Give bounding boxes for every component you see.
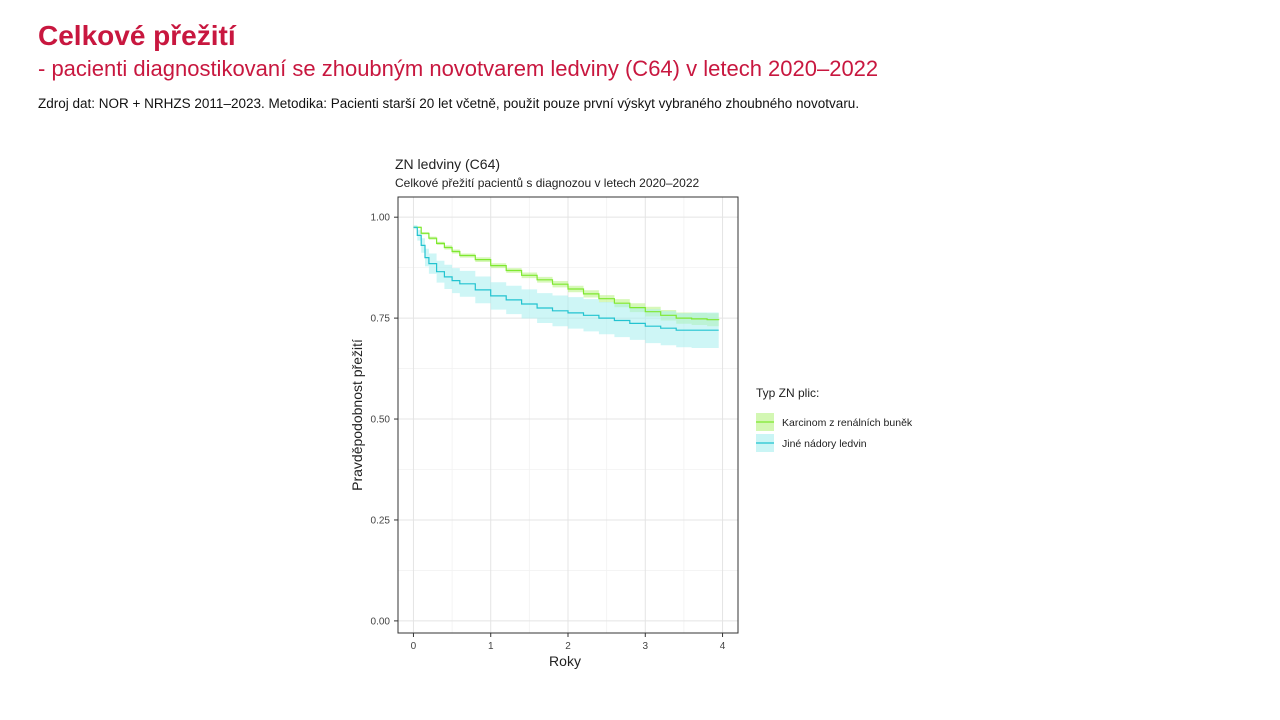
slide-subtitle: - pacienti diagnostikovaní se zhoubným n…	[38, 56, 879, 81]
confidence-bands	[413, 225, 719, 348]
legend: Karcinom z renálních buněk Jiné nádory le…	[756, 413, 913, 452]
legend-label: Karcinom z renálních buněk	[782, 417, 913, 429]
x-tick-label: 1	[488, 641, 494, 652]
x-tick-label: 4	[720, 641, 726, 652]
y-tick-label: 0.50	[371, 415, 391, 426]
y-tick-label: 0.25	[371, 515, 391, 526]
survival-chart: ZN ledviny (C64) Celkové přežití pacient…	[349, 156, 913, 669]
data-source-note: Zdroj dat: NOR + NRHZS 2011–2023. Metodi…	[38, 96, 860, 111]
legend-label: Jiné nádory ledvin	[782, 438, 867, 450]
x-tick-label: 3	[642, 641, 648, 652]
axes: 0 1 2 3 4 0.00 0.25 0.50 0.75 1.00	[371, 213, 726, 652]
survival-curve-2	[413, 226, 719, 331]
x-axis-label: Roky	[549, 653, 581, 669]
chart-subtitle: Celkové přežití pacientů s diagnozou v l…	[395, 176, 700, 190]
chart-title: ZN ledviny (C64)	[395, 156, 500, 172]
legend-title: Typ ZN plic:	[756, 386, 819, 400]
x-tick-label: 0	[411, 641, 417, 652]
slide-title: Celkové přežití	[38, 20, 236, 51]
x-tick-label: 2	[565, 641, 571, 652]
y-tick-label: 0.75	[371, 314, 391, 325]
grid	[398, 197, 738, 633]
y-axis-label: Pravděpodobnost přežití	[349, 339, 365, 491]
survival-curves	[413, 226, 720, 331]
y-tick-label: 1.00	[371, 213, 391, 224]
y-tick-label: 0.00	[371, 616, 391, 627]
confidence-band-2	[413, 225, 719, 348]
survival-curve-1	[413, 226, 720, 321]
